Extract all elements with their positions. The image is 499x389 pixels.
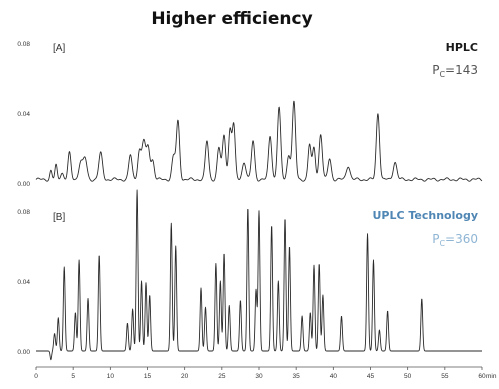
panel-b-peak-capacity: PC=360 (432, 232, 478, 248)
panel-a-ytick-top: 0.08 (17, 41, 30, 48)
x-tick-label: 20 (181, 373, 189, 380)
panel-a-peak-capacity: PC=143 (432, 63, 478, 79)
panel-a-tag: [A] (53, 43, 65, 54)
x-tick-label: 10 (107, 373, 115, 380)
x-tick-label: 15 (144, 373, 152, 380)
panel-a-technology: HPLC (446, 41, 478, 54)
panel-b-chromatogram-trace (35, 189, 483, 361)
panel-b-ytick-mid: 0.04 (17, 279, 30, 286)
x-tick-label: 45 (367, 373, 375, 380)
x-tick-label: 30 (255, 373, 263, 380)
panel-a-ytick-mid: 0.04 (17, 111, 30, 118)
panel-a-chromatogram-trace (35, 100, 483, 182)
x-axis: 0 5 10 15 20 25 30 35 40 45 50 55 60 min (34, 366, 497, 380)
x-tick-label: 5 (71, 373, 75, 380)
panel-a-ytick-bottom: 0.00 (17, 181, 30, 188)
panel-uplc: [B] UPLC Technology PC=360 0.08 0.04 0.0… (17, 189, 483, 361)
x-tick-label: 50 (404, 373, 412, 380)
x-tick-label: 55 (441, 373, 449, 380)
panel-b-technology: UPLC Technology (372, 209, 478, 222)
panel-b-tag: [B] (53, 212, 65, 223)
panel-b-ytick-bottom: 0.00 (17, 349, 30, 356)
figure-title: Higher efficiency (151, 9, 312, 29)
x-tick-label: 25 (218, 373, 226, 380)
x-tick-label: 0 (34, 373, 38, 380)
x-tick-label: 40 (330, 373, 338, 380)
panel-b-ytick-top: 0.08 (17, 209, 30, 216)
x-axis-ticks: 0 5 10 15 20 25 30 35 40 45 50 55 60 (34, 367, 486, 380)
x-tick-label: 60 (478, 373, 486, 380)
x-axis-unit: min (486, 373, 497, 380)
x-tick-label: 35 (293, 373, 301, 380)
panel-hplc: [A] HPLC PC=143 0.08 0.04 0.00 (17, 41, 483, 188)
